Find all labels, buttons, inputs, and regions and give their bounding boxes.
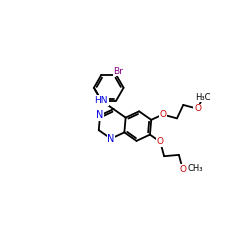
Text: N: N bbox=[96, 110, 104, 120]
Text: H₃C: H₃C bbox=[195, 93, 211, 102]
Text: Br: Br bbox=[114, 66, 123, 76]
Text: O: O bbox=[179, 165, 186, 174]
Text: O: O bbox=[157, 137, 164, 146]
Text: N: N bbox=[107, 134, 114, 144]
Text: HN: HN bbox=[94, 96, 108, 105]
Text: O: O bbox=[194, 104, 201, 113]
Text: O: O bbox=[159, 110, 166, 119]
Text: CH₃: CH₃ bbox=[188, 164, 203, 172]
